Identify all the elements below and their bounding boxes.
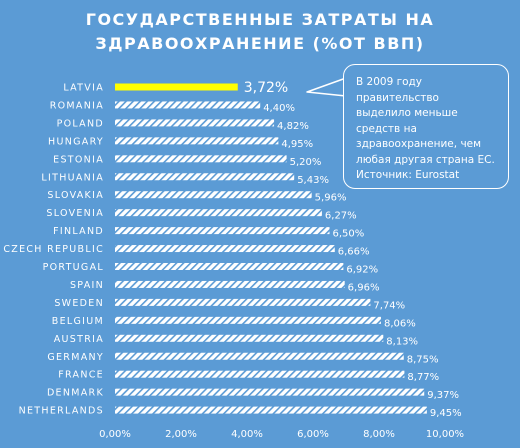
bar-denmark: [115, 388, 425, 396]
value-label: 7,74%: [373, 300, 405, 311]
bar-germany: [115, 352, 404, 360]
chart-title-line-1: ГОСУДАРСТВЕННЫЕ ЗАТРАТЫ НА: [85, 10, 435, 29]
bar-netherlands: [115, 406, 427, 414]
value-label: 4,95%: [281, 139, 313, 150]
value-label: 6,96%: [348, 282, 380, 293]
category-label: SLOVENIA: [46, 208, 104, 219]
bar-finland: [115, 227, 330, 235]
x-tick-label: 10,00%: [426, 429, 464, 440]
category-label: NETHERLANDS: [19, 406, 104, 417]
category-label: ROMANIA: [50, 100, 104, 111]
value-label: 8,77%: [407, 372, 439, 383]
x-tick-label: 6,00%: [297, 429, 329, 440]
category-label: SWEDEN: [54, 298, 104, 309]
bar-slovakia: [115, 191, 312, 199]
callout-line-1: В 2009 году правительство: [356, 76, 439, 104]
category-label: FRANCE: [58, 370, 104, 381]
bar-czech-republic: [115, 245, 335, 253]
callout-line-2: выделило меньше: [356, 107, 458, 119]
x-tick-label: 8,00%: [363, 429, 395, 440]
callout-line-4: здравоохранение, чем: [356, 138, 482, 150]
bar-france: [115, 370, 405, 378]
category-label: CZECH REPUBLIC: [3, 244, 104, 255]
bar-austria: [115, 334, 384, 342]
category-label: BELGIUM: [52, 316, 104, 327]
bar-spain: [115, 280, 345, 288]
callout-line-6: Источник: Eurostat: [356, 169, 460, 181]
category-label: GERMANY: [47, 352, 104, 363]
category-label: SLOVAKIA: [47, 190, 104, 201]
category-label: SPAIN: [70, 280, 104, 291]
category-label: AUSTRIA: [54, 334, 104, 345]
bar-lithuania: [115, 173, 295, 181]
value-label: 8,13%: [386, 336, 418, 347]
value-label: 6,27%: [325, 211, 357, 222]
bar-poland: [115, 119, 275, 127]
callout-line-3: средств на: [356, 122, 417, 135]
value-label: 8,06%: [384, 318, 416, 329]
bar-estonia: [115, 155, 287, 163]
category-label: LITHUANIA: [41, 172, 104, 183]
category-label: DENMARK: [47, 388, 104, 399]
bar-portugal: [115, 263, 344, 270]
bar-belgium: [115, 316, 381, 324]
category-label: HUNGARY: [48, 136, 104, 147]
value-label: 6,66%: [338, 247, 370, 258]
value-label: 9,45%: [430, 408, 462, 419]
value-label: 9,37%: [427, 390, 459, 401]
chart-title-line-2: ЗДРАВООХРАНЕНИЕ (%ОТ ВВП): [95, 34, 425, 53]
bar-latvia: [115, 83, 238, 91]
chart-title: ГОСУДАРСТВЕННЫЕ ЗАТРАТЫ НА ЗДРАВООХРАНЕН…: [0, 8, 520, 56]
value-label: 5,43%: [297, 175, 329, 186]
annotation-callout: В 2009 году правительство выделило меньш…: [343, 64, 509, 189]
value-label: 4,82%: [277, 121, 309, 132]
callout-line-5: любая другая страна ЕС.: [356, 153, 495, 166]
bar-slovenia: [115, 209, 322, 217]
bar-hungary: [115, 137, 279, 145]
bar-romania: [115, 101, 261, 109]
bar-sweden: [115, 298, 371, 306]
category-label: ESTONIA: [53, 154, 104, 165]
x-tick-label: 0,00%: [99, 429, 131, 440]
value-label: 6,50%: [333, 229, 365, 240]
value-label: 6,92%: [346, 265, 378, 276]
value-label: 4,40%: [263, 103, 295, 114]
value-label: 3,72%: [244, 80, 288, 96]
category-label: LATVIA: [63, 83, 104, 94]
category-label: PORTUGAL: [43, 262, 104, 273]
category-label: FINLAND: [53, 226, 104, 237]
value-label: 5,96%: [315, 193, 347, 204]
category-label: POLAND: [57, 118, 104, 129]
value-label: 5,20%: [290, 157, 322, 168]
x-tick-label: 2,00%: [165, 429, 197, 440]
x-tick-label: 4,00%: [231, 429, 263, 440]
value-label: 8,75%: [407, 354, 439, 365]
